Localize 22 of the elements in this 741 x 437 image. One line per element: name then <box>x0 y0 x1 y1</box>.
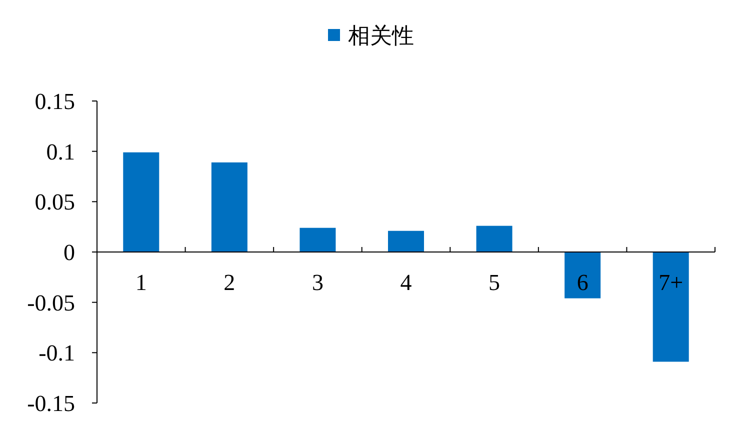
bar <box>211 162 248 252</box>
x-tick-label: 2 <box>224 270 236 295</box>
bar <box>476 226 512 252</box>
bar <box>388 230 424 252</box>
y-tick-label: 0.1 <box>46 139 75 164</box>
y-tick-label: 0.15 <box>34 89 75 114</box>
y-tick-label: -0.15 <box>27 391 75 416</box>
x-tick-label: 7+ <box>658 270 684 295</box>
bar <box>564 252 601 298</box>
y-tick-label: 0.05 <box>34 190 75 215</box>
legend-label: 相关性 <box>348 24 414 49</box>
bar <box>652 252 689 362</box>
x-tick-label: 4 <box>400 270 412 295</box>
bar <box>123 152 160 252</box>
y-tick-label: 0 <box>64 240 75 265</box>
y-tick-label: -0.05 <box>27 290 75 316</box>
bar <box>300 228 336 252</box>
x-tick-label: 5 <box>488 270 500 295</box>
y-tick-label: -0.1 <box>38 340 75 366</box>
x-tick-label: 1 <box>135 270 147 295</box>
x-tick-label: 3 <box>312 270 324 295</box>
x-tick-label: 6 <box>576 270 588 295</box>
